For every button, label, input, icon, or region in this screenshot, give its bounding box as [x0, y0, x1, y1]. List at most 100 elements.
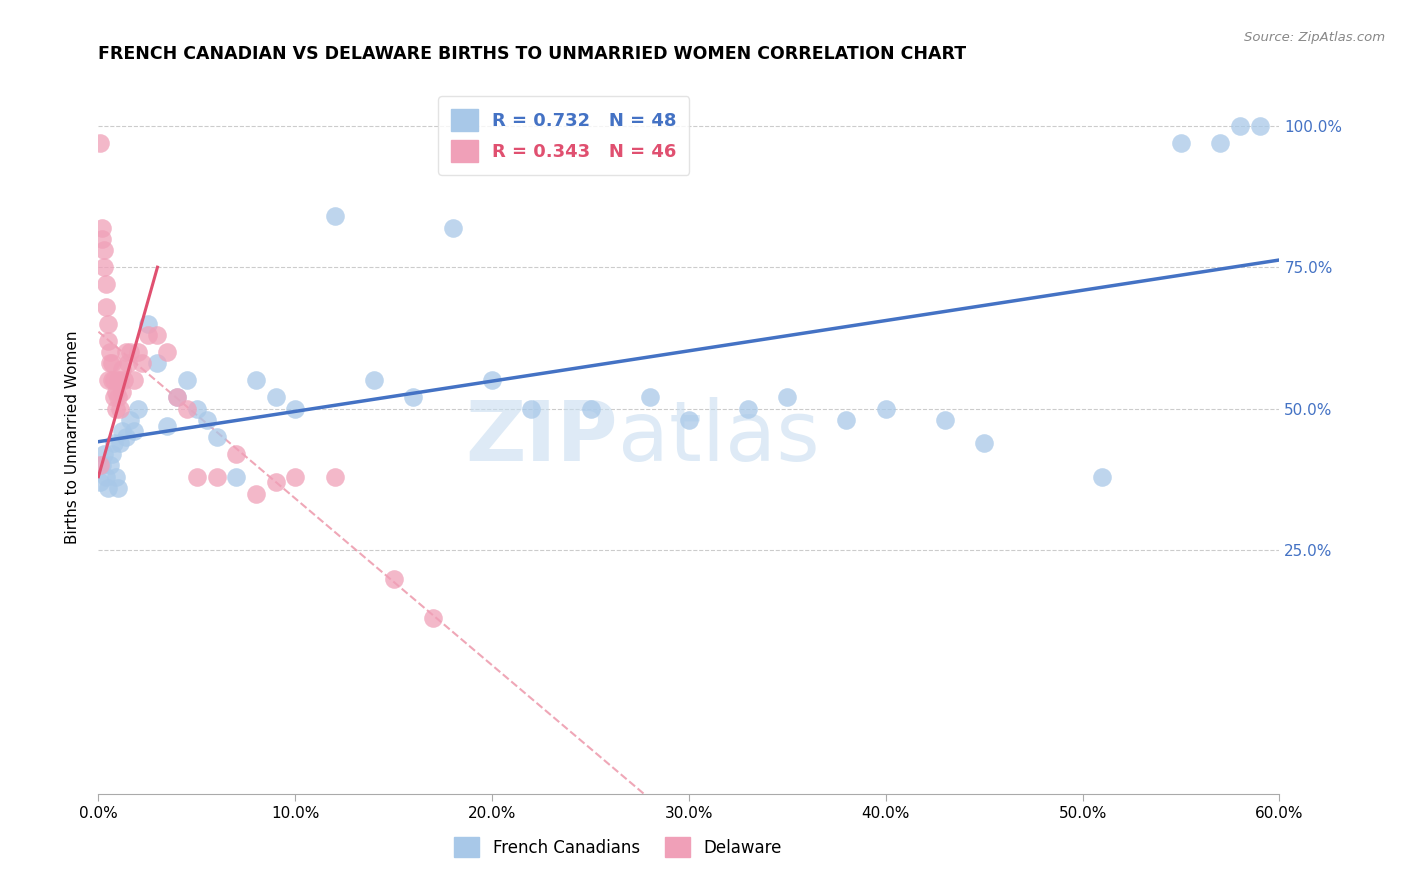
Point — [156, 418, 179, 433]
Point — [89, 458, 111, 473]
Point — [97, 374, 120, 388]
Point — [1249, 119, 1271, 133]
Point — [93, 447, 115, 461]
Point — [166, 391, 188, 405]
Text: atlas: atlas — [619, 397, 820, 477]
Text: Source: ZipAtlas.com: Source: ZipAtlas.com — [1244, 31, 1385, 45]
Point — [105, 384, 128, 399]
Point — [402, 391, 425, 405]
Point — [89, 475, 111, 490]
Point — [103, 391, 125, 405]
Point — [678, 413, 700, 427]
Point — [96, 300, 118, 314]
Point — [105, 401, 128, 416]
Point — [205, 430, 228, 444]
Text: ZIP: ZIP — [465, 397, 619, 477]
Point — [118, 345, 141, 359]
Point — [91, 232, 114, 246]
Point — [382, 572, 405, 586]
Point — [441, 220, 464, 235]
Point — [93, 243, 115, 257]
Point — [1229, 119, 1251, 133]
Point — [103, 374, 125, 388]
Point — [875, 401, 897, 416]
Point — [98, 356, 121, 370]
Point — [166, 391, 188, 405]
Point — [122, 425, 145, 439]
Point — [101, 356, 124, 370]
Point — [579, 401, 602, 416]
Point — [108, 401, 131, 416]
Point — [107, 374, 129, 388]
Point — [520, 401, 543, 416]
Point — [127, 345, 149, 359]
Point — [122, 374, 145, 388]
Point — [205, 469, 228, 483]
Point — [89, 136, 111, 150]
Point — [107, 391, 129, 405]
Point — [245, 486, 267, 500]
Point — [103, 435, 125, 450]
Point — [127, 401, 149, 416]
Point — [115, 430, 138, 444]
Point — [225, 447, 247, 461]
Point — [91, 220, 114, 235]
Point — [91, 458, 114, 473]
Point — [973, 435, 995, 450]
Text: FRENCH CANADIAN VS DELAWARE BIRTHS TO UNMARRIED WOMEN CORRELATION CHART: FRENCH CANADIAN VS DELAWARE BIRTHS TO UN… — [98, 45, 966, 63]
Point — [934, 413, 956, 427]
Point — [111, 384, 134, 399]
Point — [105, 469, 128, 483]
Point — [112, 374, 135, 388]
Point — [111, 425, 134, 439]
Point — [101, 374, 124, 388]
Point — [93, 260, 115, 275]
Point — [284, 401, 307, 416]
Point — [131, 356, 153, 370]
Point — [176, 401, 198, 416]
Y-axis label: Births to Unmarried Women: Births to Unmarried Women — [65, 330, 80, 544]
Point — [1170, 136, 1192, 150]
Point — [284, 469, 307, 483]
Point — [96, 469, 118, 483]
Point — [638, 391, 661, 405]
Point — [146, 356, 169, 370]
Point — [107, 481, 129, 495]
Point — [98, 345, 121, 359]
Point — [481, 374, 503, 388]
Point — [98, 458, 121, 473]
Point — [136, 317, 159, 331]
Point — [1091, 469, 1114, 483]
Point — [245, 374, 267, 388]
Point — [115, 345, 138, 359]
Point — [363, 374, 385, 388]
Point — [323, 469, 346, 483]
Point — [117, 356, 139, 370]
Point — [1209, 136, 1232, 150]
Point — [176, 374, 198, 388]
Point — [186, 469, 208, 483]
Point — [323, 209, 346, 223]
Point — [146, 328, 169, 343]
Point — [737, 401, 759, 416]
Point — [264, 475, 287, 490]
Point — [186, 401, 208, 416]
Legend: French Canadians, Delaware: French Canadians, Delaware — [449, 830, 789, 864]
Point — [422, 611, 444, 625]
Point — [835, 413, 858, 427]
Point — [264, 391, 287, 405]
Point — [156, 345, 179, 359]
Point — [118, 413, 141, 427]
Point — [96, 277, 118, 292]
Point — [195, 413, 218, 427]
Point — [108, 435, 131, 450]
Point — [97, 481, 120, 495]
Point — [97, 317, 120, 331]
Point — [108, 374, 131, 388]
Point — [101, 447, 124, 461]
Point — [111, 362, 134, 376]
Point — [136, 328, 159, 343]
Point — [97, 334, 120, 348]
Point — [225, 469, 247, 483]
Point — [776, 391, 799, 405]
